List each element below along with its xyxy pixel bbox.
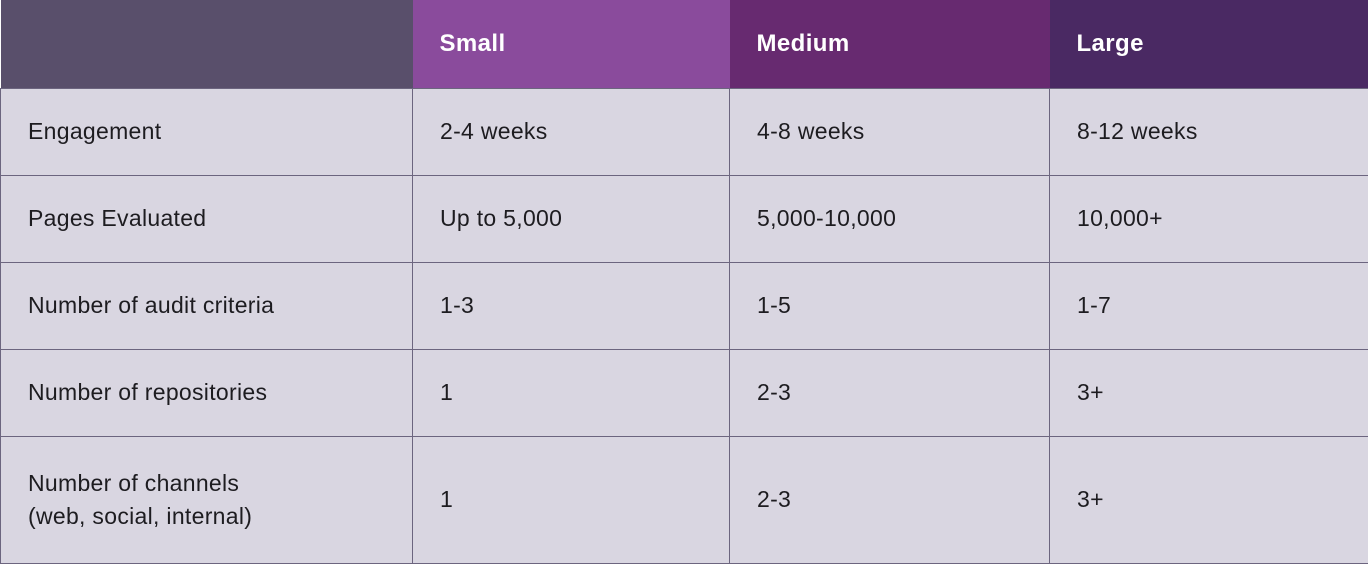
cell-pages-medium: 5,000-10,000 [730, 175, 1050, 262]
cell-channels-medium: 2-3 [730, 436, 1050, 563]
row-label-channels: Number of channels (web, social, interna… [1, 436, 413, 563]
header-cell-medium: Medium [730, 0, 1050, 88]
cell-criteria-large: 1-7 [1050, 262, 1368, 349]
cell-channels-large: 3+ [1050, 436, 1368, 563]
cell-criteria-small: 1-3 [413, 262, 730, 349]
cell-engagement-medium: 4-8 weeks [730, 88, 1050, 175]
cell-pages-large: 10,000+ [1050, 175, 1368, 262]
row-repositories: Number of repositories 1 2-3 3+ [1, 349, 1368, 436]
row-engagement: Engagement 2-4 weeks 4-8 weeks 8-12 week… [1, 88, 1368, 175]
row-label-pages-evaluated: Pages Evaluated [1, 175, 413, 262]
cell-engagement-large: 8-12 weeks [1050, 88, 1368, 175]
row-pages-evaluated: Pages Evaluated Up to 5,000 5,000-10,000… [1, 175, 1368, 262]
header-row: Small Medium Large [1, 0, 1368, 88]
cell-engagement-small: 2-4 weeks [413, 88, 730, 175]
header-cell-small: Small [413, 0, 730, 88]
header-corner-cell [1, 0, 413, 88]
row-label-audit-criteria: Number of audit criteria [1, 262, 413, 349]
row-audit-criteria: Number of audit criteria 1-3 1-5 1-7 [1, 262, 1368, 349]
cell-channels-small: 1 [413, 436, 730, 563]
cell-repositories-medium: 2-3 [730, 349, 1050, 436]
cell-criteria-medium: 1-5 [730, 262, 1050, 349]
row-channels: Number of channels (web, social, interna… [1, 436, 1368, 563]
row-label-repositories: Number of repositories [1, 349, 413, 436]
cell-repositories-small: 1 [413, 349, 730, 436]
cell-pages-small: Up to 5,000 [413, 175, 730, 262]
header-cell-large: Large [1050, 0, 1368, 88]
row-label-engagement: Engagement [1, 88, 413, 175]
cell-repositories-large: 3+ [1050, 349, 1368, 436]
